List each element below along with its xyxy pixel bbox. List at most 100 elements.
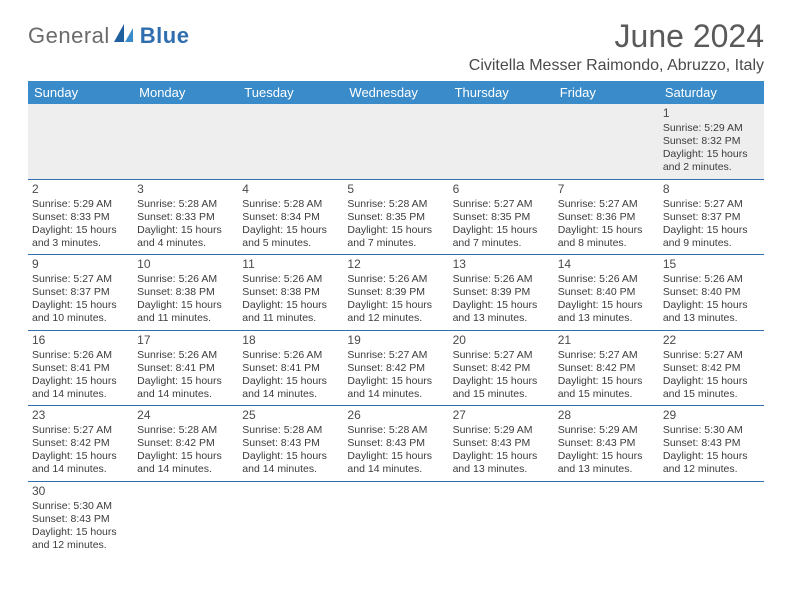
sunset-text: Sunset: 8:41 PM bbox=[137, 362, 234, 375]
calendar-cell: 12Sunrise: 5:26 AMSunset: 8:39 PMDayligh… bbox=[343, 255, 448, 331]
day-number: 15 bbox=[663, 257, 760, 272]
sail-icon bbox=[112, 22, 138, 49]
day-number: 26 bbox=[347, 408, 444, 423]
calendar-cell: 13Sunrise: 5:26 AMSunset: 8:39 PMDayligh… bbox=[449, 255, 554, 331]
daylight-text: and 10 minutes. bbox=[32, 312, 129, 325]
sunrise-text: Sunrise: 5:30 AM bbox=[32, 500, 129, 513]
sunset-text: Sunset: 8:37 PM bbox=[32, 286, 129, 299]
weekday-header-row: Sunday Monday Tuesday Wednesday Thursday… bbox=[28, 81, 764, 104]
logo-word-2: Blue bbox=[140, 23, 190, 49]
daylight-text: and 14 minutes. bbox=[347, 388, 444, 401]
calendar-cell: 20Sunrise: 5:27 AMSunset: 8:42 PMDayligh… bbox=[449, 330, 554, 406]
daylight-text: and 12 minutes. bbox=[663, 463, 760, 476]
daylight-text: Daylight: 15 hours bbox=[32, 450, 129, 463]
sunset-text: Sunset: 8:43 PM bbox=[558, 437, 655, 450]
daylight-text: Daylight: 15 hours bbox=[347, 375, 444, 388]
daylight-text: Daylight: 15 hours bbox=[453, 224, 550, 237]
calendar-cell: 3Sunrise: 5:28 AMSunset: 8:33 PMDaylight… bbox=[133, 179, 238, 255]
logo-word-1: General bbox=[28, 23, 110, 49]
sunset-text: Sunset: 8:42 PM bbox=[453, 362, 550, 375]
day-number: 25 bbox=[242, 408, 339, 423]
day-number: 11 bbox=[242, 257, 339, 272]
day-number: 12 bbox=[347, 257, 444, 272]
calendar-cell: 5Sunrise: 5:28 AMSunset: 8:35 PMDaylight… bbox=[343, 179, 448, 255]
calendar-cell: 26Sunrise: 5:28 AMSunset: 8:43 PMDayligh… bbox=[343, 406, 448, 482]
daylight-text: Daylight: 15 hours bbox=[242, 224, 339, 237]
sunset-text: Sunset: 8:42 PM bbox=[558, 362, 655, 375]
daylight-text: and 15 minutes. bbox=[558, 388, 655, 401]
calendar-cell: 6Sunrise: 5:27 AMSunset: 8:35 PMDaylight… bbox=[449, 179, 554, 255]
daylight-text: Daylight: 15 hours bbox=[137, 299, 234, 312]
daylight-text: and 14 minutes. bbox=[32, 463, 129, 476]
daylight-text: Daylight: 15 hours bbox=[32, 224, 129, 237]
daylight-text: Daylight: 15 hours bbox=[137, 450, 234, 463]
sunrise-text: Sunrise: 5:29 AM bbox=[663, 122, 760, 135]
sunset-text: Sunset: 8:42 PM bbox=[347, 362, 444, 375]
calendar-cell: 18Sunrise: 5:26 AMSunset: 8:41 PMDayligh… bbox=[238, 330, 343, 406]
daylight-text: and 15 minutes. bbox=[453, 388, 550, 401]
sunrise-text: Sunrise: 5:27 AM bbox=[663, 198, 760, 211]
calendar-cell: 28Sunrise: 5:29 AMSunset: 8:43 PMDayligh… bbox=[554, 406, 659, 482]
logo: General Blue bbox=[28, 18, 189, 49]
daylight-text: Daylight: 15 hours bbox=[347, 224, 444, 237]
sunset-text: Sunset: 8:35 PM bbox=[347, 211, 444, 224]
day-number: 27 bbox=[453, 408, 550, 423]
sunrise-text: Sunrise: 5:28 AM bbox=[242, 198, 339, 211]
daylight-text: and 11 minutes. bbox=[137, 312, 234, 325]
daylight-text: Daylight: 15 hours bbox=[558, 450, 655, 463]
day-number: 21 bbox=[558, 333, 655, 348]
daylight-text: and 12 minutes. bbox=[32, 539, 129, 552]
weekday-header: Thursday bbox=[449, 81, 554, 104]
sunrise-text: Sunrise: 5:27 AM bbox=[453, 349, 550, 362]
sunset-text: Sunset: 8:43 PM bbox=[347, 437, 444, 450]
day-number: 20 bbox=[453, 333, 550, 348]
sunset-text: Sunset: 8:43 PM bbox=[663, 437, 760, 450]
calendar-cell: 4Sunrise: 5:28 AMSunset: 8:34 PMDaylight… bbox=[238, 179, 343, 255]
daylight-text: and 3 minutes. bbox=[32, 237, 129, 250]
weekday-header: Saturday bbox=[659, 81, 764, 104]
sunset-text: Sunset: 8:40 PM bbox=[558, 286, 655, 299]
daylight-text: and 5 minutes. bbox=[242, 237, 339, 250]
calendar-cell: 23Sunrise: 5:27 AMSunset: 8:42 PMDayligh… bbox=[28, 406, 133, 482]
daylight-text: and 7 minutes. bbox=[453, 237, 550, 250]
sunset-text: Sunset: 8:42 PM bbox=[137, 437, 234, 450]
calendar-cell: 25Sunrise: 5:28 AMSunset: 8:43 PMDayligh… bbox=[238, 406, 343, 482]
daylight-text: Daylight: 15 hours bbox=[558, 224, 655, 237]
calendar-cell bbox=[28, 104, 133, 179]
sunset-text: Sunset: 8:43 PM bbox=[242, 437, 339, 450]
sunrise-text: Sunrise: 5:29 AM bbox=[558, 424, 655, 437]
day-number: 29 bbox=[663, 408, 760, 423]
sunrise-text: Sunrise: 5:26 AM bbox=[558, 273, 655, 286]
daylight-text: and 2 minutes. bbox=[663, 161, 760, 174]
sunrise-text: Sunrise: 5:30 AM bbox=[663, 424, 760, 437]
sunset-text: Sunset: 8:33 PM bbox=[137, 211, 234, 224]
daylight-text: Daylight: 15 hours bbox=[453, 299, 550, 312]
sunrise-text: Sunrise: 5:27 AM bbox=[32, 273, 129, 286]
day-number: 13 bbox=[453, 257, 550, 272]
daylight-text: Daylight: 15 hours bbox=[32, 526, 129, 539]
calendar-cell bbox=[133, 104, 238, 179]
sunset-text: Sunset: 8:36 PM bbox=[558, 211, 655, 224]
day-number: 9 bbox=[32, 257, 129, 272]
sunrise-text: Sunrise: 5:27 AM bbox=[453, 198, 550, 211]
calendar-cell: 29Sunrise: 5:30 AMSunset: 8:43 PMDayligh… bbox=[659, 406, 764, 482]
day-number: 19 bbox=[347, 333, 444, 348]
page-title: June 2024 bbox=[469, 18, 764, 55]
calendar-cell bbox=[449, 104, 554, 179]
calendar-cell bbox=[238, 481, 343, 556]
daylight-text: and 13 minutes. bbox=[663, 312, 760, 325]
day-number: 17 bbox=[137, 333, 234, 348]
calendar-cell: 10Sunrise: 5:26 AMSunset: 8:38 PMDayligh… bbox=[133, 255, 238, 331]
sunset-text: Sunset: 8:33 PM bbox=[32, 211, 129, 224]
sunrise-text: Sunrise: 5:27 AM bbox=[32, 424, 129, 437]
day-number: 1 bbox=[663, 106, 760, 121]
calendar-week-row: 9Sunrise: 5:27 AMSunset: 8:37 PM Daylight… bbox=[28, 255, 764, 331]
day-number: 3 bbox=[137, 182, 234, 197]
sunrise-text: Sunrise: 5:27 AM bbox=[558, 198, 655, 211]
calendar-cell bbox=[554, 481, 659, 556]
daylight-text: and 8 minutes. bbox=[558, 237, 655, 250]
sunset-text: Sunset: 8:35 PM bbox=[453, 211, 550, 224]
daylight-text: and 13 minutes. bbox=[558, 312, 655, 325]
daylight-text: and 14 minutes. bbox=[242, 463, 339, 476]
sunrise-text: Sunrise: 5:26 AM bbox=[242, 273, 339, 286]
